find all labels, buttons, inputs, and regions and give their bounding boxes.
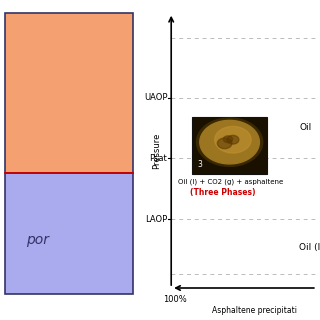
- Text: UAOP: UAOP: [144, 93, 167, 102]
- Text: 100%: 100%: [164, 295, 187, 304]
- Text: Oil (l: Oil (l: [299, 243, 320, 252]
- Polygon shape: [215, 126, 251, 153]
- Text: 3: 3: [198, 160, 203, 169]
- Bar: [5, 173, 133, 294]
- Text: Oil: Oil: [299, 124, 311, 132]
- Bar: [192, 117, 267, 174]
- Polygon shape: [217, 138, 232, 149]
- Polygon shape: [223, 136, 233, 143]
- Text: por: por: [26, 233, 49, 247]
- Text: (Three Phases): (Three Phases): [190, 188, 256, 196]
- Text: Pressure: Pressure: [152, 132, 161, 169]
- Polygon shape: [200, 120, 260, 164]
- Polygon shape: [196, 118, 263, 166]
- Polygon shape: [227, 135, 239, 144]
- Bar: [5, 13, 133, 173]
- Text: LAOP: LAOP: [145, 215, 167, 224]
- Text: Psat: Psat: [150, 154, 167, 163]
- Text: Oil (l) + CO2 (g) + asphaltene: Oil (l) + CO2 (g) + asphaltene: [178, 179, 283, 185]
- Text: Asphaltene precipitati: Asphaltene precipitati: [212, 306, 297, 315]
